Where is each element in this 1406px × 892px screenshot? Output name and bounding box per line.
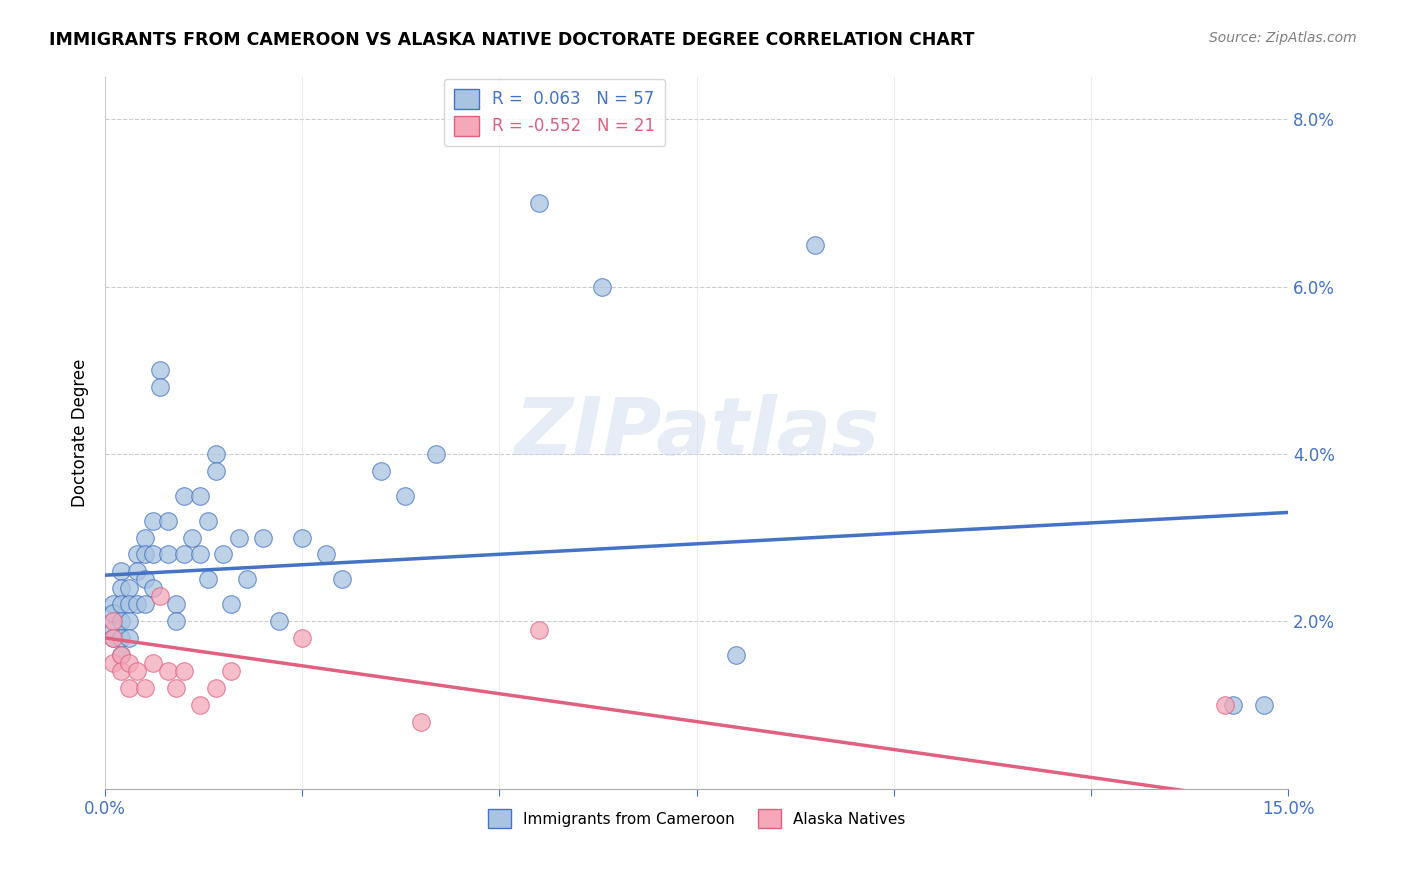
Point	[118, 656, 141, 670]
Point	[181, 531, 204, 545]
Point	[110, 581, 132, 595]
Point	[527, 195, 550, 210]
Point	[409, 714, 432, 729]
Point	[134, 681, 156, 695]
Point	[252, 531, 274, 545]
Point	[165, 598, 187, 612]
Text: ZIPatlas: ZIPatlas	[515, 394, 879, 472]
Point	[134, 573, 156, 587]
Point	[101, 614, 124, 628]
Point	[291, 631, 314, 645]
Point	[591, 279, 613, 293]
Legend: Immigrants from Cameroon, Alaska Natives: Immigrants from Cameroon, Alaska Natives	[482, 804, 911, 834]
Point	[110, 614, 132, 628]
Point	[157, 514, 180, 528]
Point	[141, 656, 163, 670]
Point	[370, 464, 392, 478]
Point	[724, 648, 747, 662]
Point	[527, 623, 550, 637]
Point	[804, 237, 827, 252]
Point	[330, 573, 353, 587]
Point	[134, 547, 156, 561]
Point	[110, 648, 132, 662]
Point	[173, 665, 195, 679]
Point	[125, 547, 148, 561]
Point	[291, 531, 314, 545]
Point	[134, 531, 156, 545]
Point	[101, 623, 124, 637]
Point	[101, 598, 124, 612]
Point	[101, 606, 124, 620]
Point	[118, 581, 141, 595]
Point	[101, 631, 124, 645]
Point	[165, 614, 187, 628]
Point	[110, 631, 132, 645]
Point	[173, 547, 195, 561]
Point	[188, 489, 211, 503]
Point	[101, 631, 124, 645]
Point	[110, 598, 132, 612]
Point	[118, 614, 141, 628]
Point	[221, 665, 243, 679]
Point	[197, 573, 219, 587]
Point	[149, 589, 172, 603]
Point	[188, 698, 211, 712]
Point	[165, 681, 187, 695]
Point	[212, 547, 235, 561]
Point	[118, 631, 141, 645]
Point	[125, 598, 148, 612]
Point	[125, 665, 148, 679]
Point	[204, 447, 226, 461]
Text: IMMIGRANTS FROM CAMEROON VS ALASKA NATIVE DOCTORATE DEGREE CORRELATION CHART: IMMIGRANTS FROM CAMEROON VS ALASKA NATIV…	[49, 31, 974, 49]
Point	[125, 564, 148, 578]
Point	[228, 531, 250, 545]
Point	[157, 665, 180, 679]
Point	[204, 464, 226, 478]
Point	[141, 581, 163, 595]
Point	[1213, 698, 1236, 712]
Point	[236, 573, 259, 587]
Point	[157, 547, 180, 561]
Point	[118, 598, 141, 612]
Text: Source: ZipAtlas.com: Source: ZipAtlas.com	[1209, 31, 1357, 45]
Point	[134, 598, 156, 612]
Point	[267, 614, 290, 628]
Point	[141, 547, 163, 561]
Point	[149, 363, 172, 377]
Point	[173, 489, 195, 503]
Point	[197, 514, 219, 528]
Point	[204, 681, 226, 695]
Point	[118, 681, 141, 695]
Y-axis label: Doctorate Degree: Doctorate Degree	[72, 359, 89, 508]
Point	[394, 489, 416, 503]
Point	[1222, 698, 1244, 712]
Point	[101, 656, 124, 670]
Point	[110, 648, 132, 662]
Point	[221, 598, 243, 612]
Point	[110, 564, 132, 578]
Point	[110, 665, 132, 679]
Point	[188, 547, 211, 561]
Point	[315, 547, 337, 561]
Point	[425, 447, 447, 461]
Point	[141, 514, 163, 528]
Point	[1253, 698, 1275, 712]
Point	[149, 380, 172, 394]
